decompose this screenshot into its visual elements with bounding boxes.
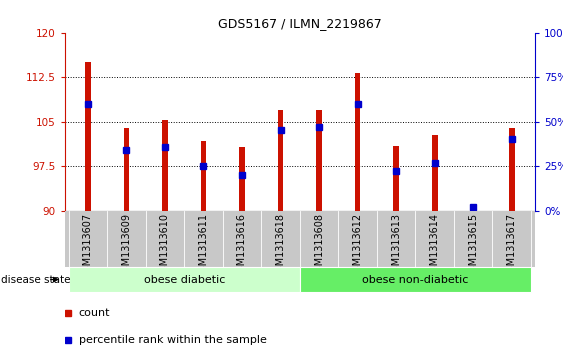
Text: disease state: disease state [1, 274, 70, 285]
Text: GSM1313607: GSM1313607 [83, 213, 93, 278]
Bar [123, 127, 129, 211]
Bar [162, 121, 168, 211]
Text: count: count [79, 308, 110, 318]
Bar [355, 73, 360, 211]
Text: GSM1313610: GSM1313610 [160, 213, 170, 278]
Text: obese non-diabetic: obese non-diabetic [362, 274, 468, 285]
Text: GSM1313611: GSM1313611 [199, 213, 208, 278]
Bar [470, 209, 476, 211]
Text: GSM1313614: GSM1313614 [430, 213, 440, 278]
Text: obese diabetic: obese diabetic [144, 274, 225, 285]
Bar [69, 267, 300, 292]
Title: GDS5167 / ILMN_2219867: GDS5167 / ILMN_2219867 [218, 17, 382, 30]
Bar [200, 140, 207, 211]
Bar [278, 110, 283, 211]
Text: GSM1313616: GSM1313616 [237, 213, 247, 278]
Bar [85, 62, 91, 211]
Bar [393, 146, 399, 211]
Text: GSM1313612: GSM1313612 [352, 213, 363, 278]
Text: GSM1313617: GSM1313617 [507, 213, 517, 278]
Text: GSM1313613: GSM1313613 [391, 213, 401, 278]
Text: GSM1313615: GSM1313615 [468, 213, 478, 278]
Bar [300, 267, 531, 292]
Text: GSM1313609: GSM1313609 [122, 213, 131, 278]
Text: percentile rank within the sample: percentile rank within the sample [79, 335, 267, 345]
Bar [509, 127, 515, 211]
Bar [239, 147, 245, 211]
Text: GSM1313618: GSM1313618 [275, 213, 285, 278]
Text: GSM1313608: GSM1313608 [314, 213, 324, 278]
Bar [432, 135, 437, 211]
Bar [316, 110, 322, 211]
